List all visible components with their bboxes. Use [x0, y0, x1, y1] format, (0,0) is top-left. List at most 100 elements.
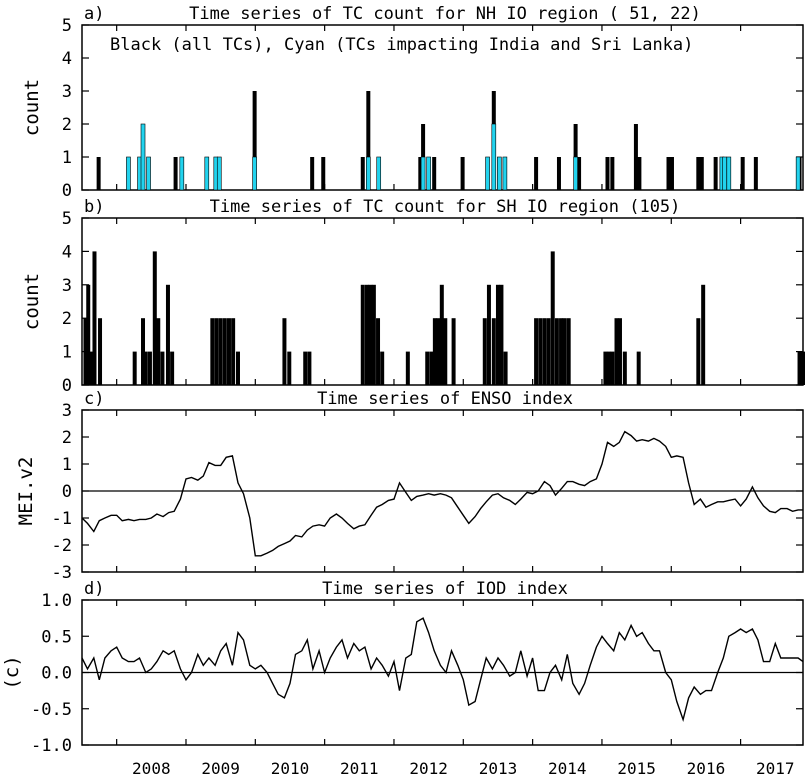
bar-all-tcs	[432, 157, 437, 190]
bar-all-tcs	[495, 284, 500, 385]
bar-all-tcs	[405, 351, 410, 385]
bar-all-tcs	[366, 91, 371, 190]
bar-all-tcs	[577, 157, 582, 190]
bar-all-tcs	[534, 318, 539, 385]
bar-all-tcs	[143, 351, 148, 385]
bar-all-tcs	[614, 318, 619, 385]
bar-cyan-india-srilanka	[426, 156, 431, 191]
bar-all-tcs	[170, 351, 175, 385]
bar-cyan-india-srilanka	[722, 156, 727, 191]
bar-all-tcs	[562, 318, 567, 385]
y-tick-label: 4	[62, 242, 72, 262]
bar-all-tcs	[556, 157, 561, 190]
bar-all-tcs	[252, 91, 257, 190]
bar-cyan-india-srilanka	[485, 156, 490, 191]
bar-all-tcs	[147, 351, 152, 385]
bar-all-tcs	[666, 157, 671, 190]
bar-all-tcs	[425, 351, 430, 385]
y-axis-label: MEI.v2	[15, 457, 37, 526]
bar-all-tcs	[451, 318, 456, 385]
y-axis-label: count	[21, 273, 43, 330]
y-tick-label: 1	[62, 343, 72, 363]
y-tick-label: 0	[62, 181, 72, 201]
y-tick-label: -0.5	[31, 700, 72, 720]
y-tick-label: 0	[62, 482, 72, 502]
bar-all-tcs	[566, 318, 571, 385]
y-tick-label: -3	[52, 563, 72, 583]
bar-all-tcs	[418, 157, 423, 190]
bar-all-tcs	[218, 318, 223, 385]
bar-all-tcs	[98, 318, 103, 385]
y-tick-label: 0.5	[41, 627, 72, 647]
plot-frame	[81, 24, 804, 191]
bar-cyan-india-srilanka	[502, 156, 508, 191]
x-year-label: 2013	[479, 759, 518, 778]
bar-all-tcs	[287, 351, 292, 385]
bar-all-tcs	[368, 284, 373, 385]
bar-all-tcs	[226, 318, 231, 385]
bar-all-tcs	[696, 318, 701, 385]
bar-all-tcs	[460, 157, 465, 190]
bar-all-tcs	[307, 351, 312, 385]
bar-all-tcs	[364, 284, 369, 385]
bar-all-tcs	[380, 351, 385, 385]
bar-all-tcs	[303, 351, 308, 385]
panel-title: Time series of TC count for SH IO region…	[210, 197, 681, 217]
bar-all-tcs	[214, 318, 219, 385]
bar-all-tcs	[210, 318, 215, 385]
y-tick-label: -1.0	[31, 736, 72, 756]
bar-all-tcs	[160, 351, 165, 385]
bar-all-tcs	[141, 318, 146, 385]
bar-all-tcs	[83, 318, 88, 385]
bar-all-tcs	[156, 318, 161, 385]
bar-all-tcs	[310, 157, 315, 190]
y-axis-label: count	[21, 79, 43, 136]
bar-all-tcs	[559, 318, 564, 385]
bar-all-tcs	[713, 157, 718, 190]
bar-cyan-india-srilanka	[216, 156, 222, 191]
bar-all-tcs	[222, 318, 227, 385]
bar-all-tcs	[432, 318, 437, 385]
bar-all-tcs	[89, 351, 94, 385]
bar-cyan-india-srilanka	[795, 156, 801, 191]
y-tick-label: 4	[62, 49, 72, 69]
y-tick-label: 0	[62, 376, 72, 396]
bar-cyan-india-srilanka	[146, 156, 151, 191]
bar-all-tcs	[550, 251, 555, 385]
bar-cyan-india-srilanka	[366, 156, 371, 191]
bar-all-tcs	[740, 157, 745, 190]
bar-all-tcs	[546, 318, 551, 385]
bar-all-tcs	[633, 124, 638, 190]
panel-title: Time series of TC count for NH IO region…	[189, 4, 701, 24]
bar-all-tcs	[606, 351, 611, 385]
y-tick-label: 3	[62, 82, 72, 102]
bar-all-tcs	[92, 251, 97, 385]
bar-all-tcs	[439, 284, 444, 385]
bar-all-tcs	[231, 318, 236, 385]
x-year-label: 2008	[132, 759, 171, 778]
bar-all-tcs	[696, 157, 701, 190]
bar-all-tcs	[605, 157, 610, 190]
bar-cyan-india-srilanka	[252, 156, 257, 191]
bar-all-tcs	[617, 318, 622, 385]
panel-title: Time series of ENSO index	[317, 389, 573, 409]
y-tick-label: 0.0	[41, 664, 72, 684]
y-tick-label: 2	[62, 115, 72, 135]
panel-a	[81, 24, 804, 191]
bar-all-tcs	[376, 318, 381, 385]
bar-all-tcs	[491, 318, 496, 385]
bar-all-tcs	[603, 351, 608, 385]
y-tick-label: 3	[62, 276, 72, 296]
y-tick-label: -2	[52, 536, 72, 556]
x-year-label: 2010	[271, 759, 310, 778]
bar-all-tcs	[152, 251, 157, 385]
bar-cyan-india-srilanka	[376, 156, 382, 191]
y-tick-label: 5	[62, 209, 72, 229]
bar-all-tcs	[701, 284, 706, 385]
panel-label: b)	[84, 197, 104, 217]
bar-all-tcs	[96, 157, 101, 190]
bar-all-tcs	[173, 157, 178, 190]
bar-all-tcs	[538, 318, 543, 385]
panel-label: c)	[84, 389, 104, 409]
bar-all-tcs	[321, 157, 326, 190]
